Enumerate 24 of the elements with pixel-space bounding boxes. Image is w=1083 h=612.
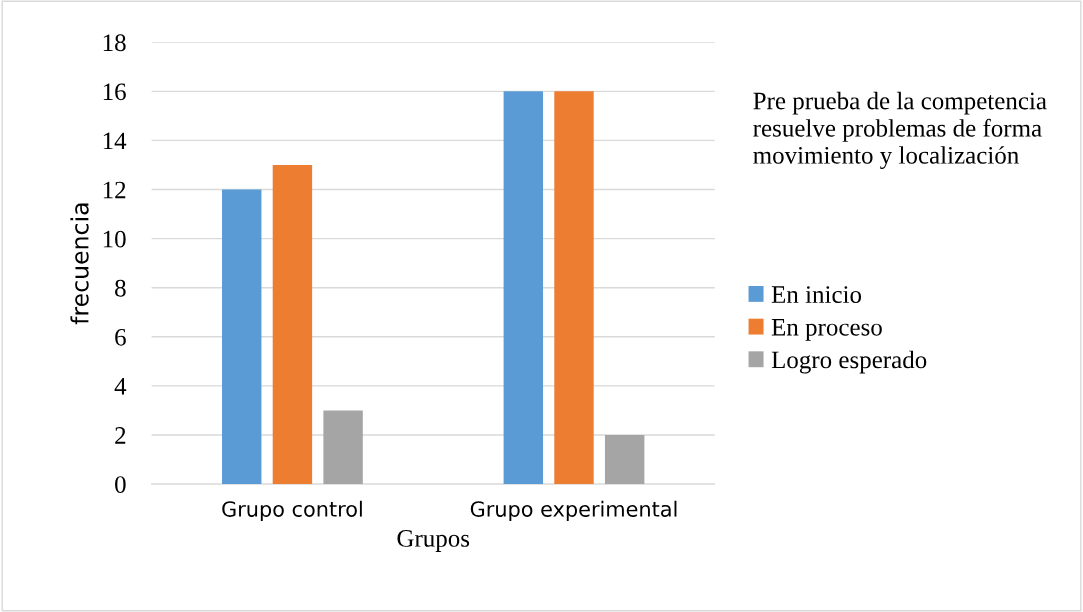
- y-tick-label: 18: [103, 34, 126, 52]
- legend-title: Pre prueba de la competencia resuelve problemas de forma movimiento y localización: [753, 91, 1047, 169]
- y-tick-label: 10: [103, 230, 126, 248]
- y-tick-label: 6: [115, 328, 126, 346]
- bar: [222, 189, 262, 485]
- x-axis-title: Grupos: [397, 530, 470, 552]
- x-tick-label: Grupo experimental: [470, 500, 677, 521]
- y-tick-label: 16: [103, 83, 126, 101]
- legend-label: En proceso: [771, 319, 882, 341]
- y-tick-label: 12: [103, 181, 126, 199]
- y-tick-label: 0: [115, 476, 126, 494]
- bar: [323, 410, 363, 485]
- bar: [503, 91, 544, 485]
- legend-label: Logro esperado: [771, 350, 927, 374]
- legend-label: En inicio: [771, 286, 862, 303]
- y-tick-label: 8: [115, 279, 126, 297]
- bar: [604, 435, 645, 485]
- bar: [554, 91, 594, 485]
- x-tick-label: Grupo control: [222, 500, 362, 521]
- y-tick-label: 2: [115, 427, 126, 444]
- y-tick-label: 14: [103, 132, 127, 150]
- y-tick-label: 4: [114, 378, 127, 395]
- y-axis-title: frecuencia: [70, 203, 89, 325]
- bar: [272, 164, 313, 485]
